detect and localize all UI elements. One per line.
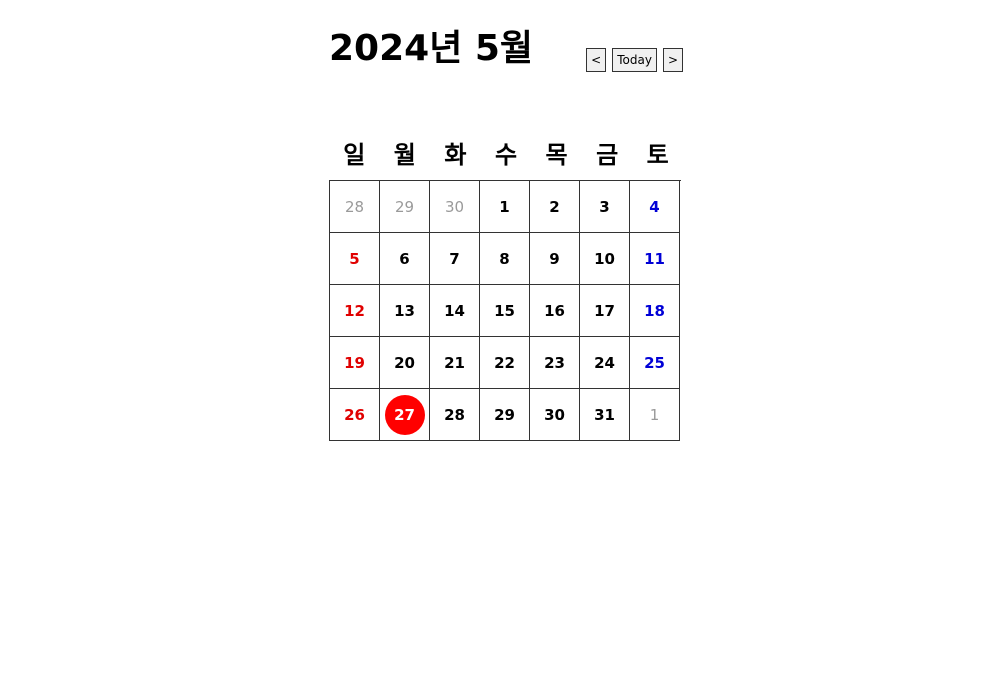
day-cell[interactable]: 15 [480,285,530,337]
day-number: 30 [444,197,465,216]
day-number: 29 [394,197,415,216]
day-cell[interactable]: 2 [530,181,580,233]
day-number: 6 [399,249,410,268]
day-cell[interactable]: 9 [530,233,580,285]
day-cell[interactable]: 30 [430,181,480,233]
day-number: 20 [394,353,415,372]
day-number: 17 [594,301,615,320]
day-number: 29 [494,405,515,424]
day-cell[interactable]: 12 [330,285,380,337]
day-cell[interactable]: 11 [630,233,680,285]
day-number: 30 [544,405,565,424]
day-number: 28 [344,197,365,216]
day-grid: 28 29 30 1 2 3 4 5 6 7 8 9 10 11 12 13 14 15 16 17 18 19 20 21 2… [329,180,681,441]
day-number: 3 [599,197,610,216]
calendar-header: 2024년 5월 < Today > [329,26,683,76]
prev-month-button[interactable]: < [586,48,607,72]
day-cell[interactable]: 28 [430,389,480,441]
day-number: 1 [499,197,510,216]
weekday-thu: 목 [545,140,568,169]
weekday-sat: 토 [646,140,669,169]
day-cell-today[interactable]: 27 [380,389,430,441]
day-cell[interactable]: 30 [530,389,580,441]
day-number: 5 [349,249,360,268]
day-number: 23 [544,353,565,372]
day-number: 21 [444,353,465,372]
day-number: 16 [544,301,565,320]
weekday-header-row: 일 월 화 수 목 금 토 [329,132,683,172]
day-number: 7 [449,249,460,268]
day-number: 24 [594,353,615,372]
weekday-sun: 일 [343,140,366,169]
day-number: 10 [594,249,615,268]
day-number: 9 [549,249,560,268]
next-month-button[interactable]: > [662,48,683,72]
day-cell[interactable]: 17 [580,285,630,337]
day-number: 31 [594,405,615,424]
day-cell[interactable]: 3 [580,181,630,233]
day-number: 4 [649,197,660,216]
month-nav: < Today > [586,48,683,72]
calendar: 2024년 5월 < Today > 일 월 화 수 목 금 토 28 29 30 1… [329,26,683,441]
day-cell[interactable]: 31 [580,389,630,441]
weekday-mon: 월 [393,140,416,169]
day-number: 2 [549,197,560,216]
day-cell[interactable]: 22 [480,337,530,389]
day-cell[interactable]: 10 [580,233,630,285]
month-title: 2024년 5월 [329,28,534,69]
day-number: 26 [344,405,365,424]
day-number: 12 [344,301,365,320]
day-cell[interactable]: 14 [430,285,480,337]
day-number: 19 [344,353,365,372]
day-cell[interactable]: 16 [530,285,580,337]
day-cell[interactable]: 26 [330,389,380,441]
day-cell[interactable]: 21 [430,337,480,389]
day-number: 13 [394,301,415,320]
day-number: 11 [644,249,665,268]
day-number: 27 [384,394,425,435]
day-cell[interactable]: 29 [480,389,530,441]
weekday-wed: 수 [494,140,518,169]
day-cell[interactable]: 28 [330,181,380,233]
day-number: 1 [649,405,660,424]
day-cell[interactable]: 8 [480,233,530,285]
day-number: 25 [644,353,665,372]
day-cell[interactable]: 5 [330,233,380,285]
weekday-fri: 금 [596,140,619,169]
day-number: 18 [644,301,665,320]
day-cell[interactable]: 25 [630,337,680,389]
day-cell[interactable]: 20 [380,337,430,389]
day-cell[interactable]: 18 [630,285,680,337]
weekday-tue: 화 [444,140,467,169]
day-cell[interactable]: 7 [430,233,480,285]
day-cell[interactable]: 24 [580,337,630,389]
day-cell[interactable]: 4 [630,181,680,233]
day-number: 14 [444,301,465,320]
day-cell[interactable]: 23 [530,337,580,389]
day-number: 28 [444,405,465,424]
day-cell[interactable]: 1 [630,389,680,441]
today-button[interactable]: Today [612,48,657,72]
day-number: 8 [499,249,510,268]
day-cell[interactable]: 19 [330,337,380,389]
day-number: 15 [494,301,515,320]
day-number: 22 [494,353,515,372]
day-cell[interactable]: 6 [380,233,430,285]
day-cell[interactable]: 13 [380,285,430,337]
day-cell[interactable]: 1 [480,181,530,233]
day-cell[interactable]: 29 [380,181,430,233]
